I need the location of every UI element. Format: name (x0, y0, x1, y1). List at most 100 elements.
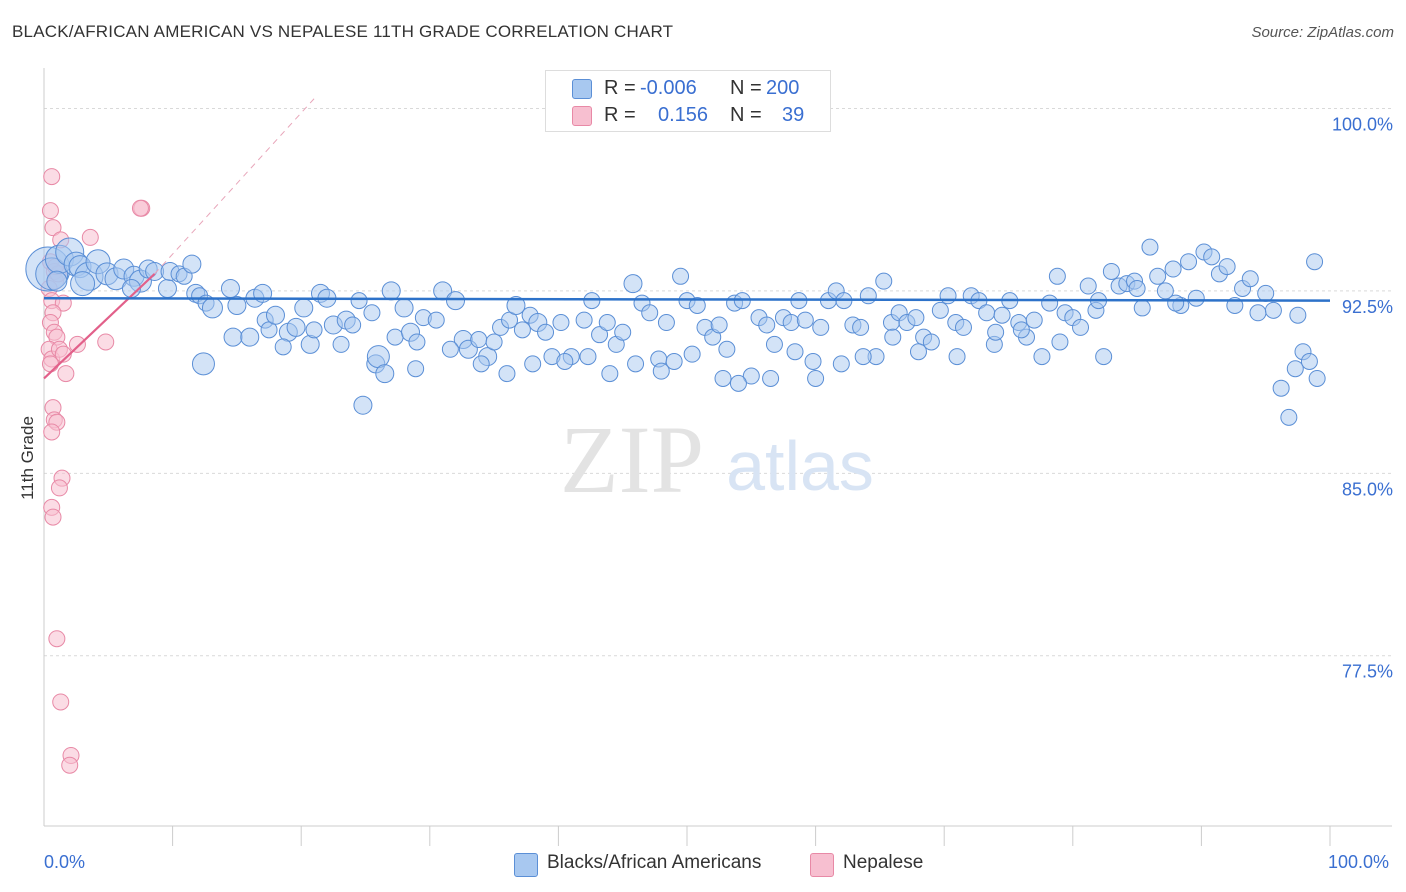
nepalese-point (41, 202, 59, 220)
nepalese-point (41, 355, 59, 373)
y-tick-label: 85.0% (1342, 479, 1393, 499)
y-tick-label: 77.5% (1342, 662, 1393, 682)
blacks-point (305, 321, 323, 339)
blacks-point (614, 323, 632, 341)
blacks-point (1187, 289, 1205, 307)
blacks-point (407, 360, 425, 378)
blacks-point (552, 314, 570, 332)
blacks-point (556, 352, 574, 370)
blacks-point (579, 348, 597, 366)
nepalese-r-label: R = (604, 104, 636, 126)
blacks-point (796, 311, 814, 329)
blacks-point (1241, 270, 1259, 288)
blacks-point (446, 291, 466, 311)
blacks-point (807, 369, 825, 387)
nepalese-point (43, 168, 61, 186)
blacks-point (1048, 267, 1066, 285)
nepalese-point (52, 693, 70, 711)
nepalese-n-value: 39 (782, 104, 805, 126)
blacks-r-label: R = (604, 77, 636, 99)
blacks-point (1308, 369, 1326, 387)
blacks-point (993, 306, 1011, 324)
blacks-point (672, 267, 690, 285)
nepalese-point (50, 479, 68, 497)
blacks-point (1286, 360, 1304, 378)
blacks-point (498, 365, 516, 383)
blacks-point (1218, 258, 1236, 276)
blacks-point (714, 369, 732, 387)
watermark-zip: ZIP (560, 406, 704, 513)
blacks-point (1025, 311, 1043, 329)
nepalese-trend-line (43, 273, 156, 380)
blacks-point (1079, 277, 1097, 295)
blacks-point (1164, 260, 1182, 278)
nepalese-point (44, 219, 62, 237)
legend-label-blacks: Blacks/African Americans (547, 852, 762, 873)
blacks-point (742, 367, 760, 385)
blacks-point (1167, 294, 1185, 312)
blacks-points (25, 237, 1326, 426)
blacks-point (1300, 352, 1318, 370)
blacks-point (641, 304, 659, 322)
blacks-point (375, 364, 395, 384)
blacks-point (1072, 318, 1090, 336)
blacks-point (265, 305, 285, 325)
blacks-point (907, 309, 925, 327)
blacks-point (1141, 238, 1159, 256)
blacks-point (182, 254, 202, 274)
x-max-label: 100.0% (1328, 852, 1390, 872)
chart-title: BLACK/AFRICAN AMERICAN VS NEPALESE 11TH … (12, 22, 674, 41)
blacks-point (191, 352, 215, 376)
blacks-point (601, 365, 619, 383)
legend-label-nepalese: Nepalese (843, 852, 924, 873)
blacks-point (1272, 379, 1290, 397)
legend-swatch-blacks (514, 853, 538, 877)
y-tick-label: 100.0% (1332, 114, 1393, 134)
blacks-point (782, 314, 800, 332)
blacks-point (485, 333, 503, 351)
blacks-point (710, 316, 728, 334)
blacks-swatch (572, 79, 592, 99)
blacks-point (220, 278, 240, 298)
nepalese-r-value: 0.156 (658, 104, 709, 126)
blacks-point (729, 374, 747, 392)
blacks-point (223, 327, 243, 347)
nepalese-point (81, 228, 99, 246)
blacks-point (427, 311, 445, 329)
blacks-trend-line (43, 296, 1331, 302)
blacks-point (506, 295, 526, 315)
blacks-point (286, 317, 306, 337)
blacks-n-value: 200 (766, 77, 800, 99)
blacks-point (353, 395, 373, 415)
blacks-point (537, 323, 555, 341)
blacks-point (909, 343, 927, 361)
blacks-point (274, 338, 292, 356)
blacks-point (718, 340, 736, 358)
blacks-point (1102, 262, 1120, 280)
axes (43, 68, 1392, 846)
blacks-point (240, 327, 260, 347)
blacks-point (350, 292, 368, 310)
blacks-point (884, 328, 902, 346)
y-tick-labels: 77.5% 85.0% 92.5% 100.0% (1332, 114, 1393, 681)
nepalese-n-label: N = (730, 104, 762, 126)
blacks-point (70, 271, 96, 297)
nepalese-point (43, 423, 61, 441)
blacks-point (758, 316, 776, 334)
blacks-point (1203, 248, 1221, 266)
blacks-point (201, 297, 223, 319)
blacks-point (652, 362, 670, 380)
blacks-point (1128, 279, 1146, 297)
blacks-point (1051, 333, 1069, 351)
blacks-point (987, 323, 1005, 341)
blacks-point (922, 333, 940, 351)
blacks-n-label: N = (730, 77, 762, 99)
blacks-point (1149, 267, 1167, 285)
trend-lines (43, 98, 1331, 380)
blacks-point (832, 355, 850, 373)
blacks-point (665, 352, 683, 370)
blacks-point (939, 287, 957, 305)
nepalese-point (57, 365, 75, 383)
source-label: Source: ZipAtlas.com (1251, 24, 1394, 41)
